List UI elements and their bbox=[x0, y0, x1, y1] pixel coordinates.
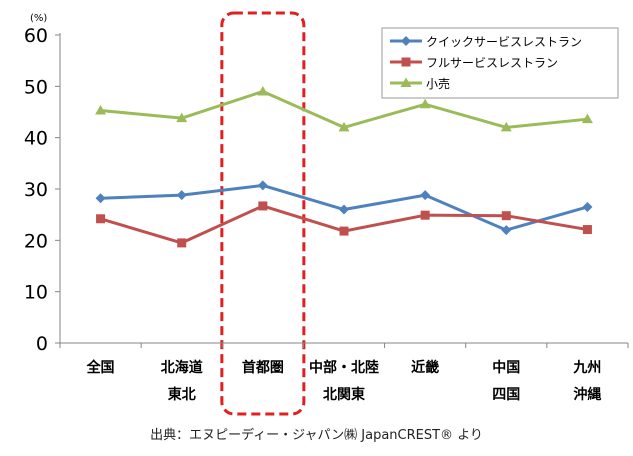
data-point-diamond bbox=[501, 225, 512, 236]
highlight-box bbox=[220, 11, 306, 416]
data-point-diamond bbox=[339, 204, 349, 215]
data-point-triangle bbox=[500, 121, 512, 132]
x-tick-label: 東北 bbox=[168, 386, 196, 403]
data-point-square bbox=[420, 210, 430, 220]
x-tick-label: 首都圏 bbox=[242, 359, 284, 376]
data-point-square bbox=[401, 57, 411, 67]
legend-label: クイックサービスレストラン bbox=[426, 35, 582, 49]
y-tick-label: 40 bbox=[24, 128, 48, 150]
data-point-square bbox=[501, 211, 511, 221]
x-tick-label: 全国 bbox=[86, 359, 115, 376]
x-tick-label: 北関東 bbox=[323, 386, 365, 403]
x-tick-label: 沖縄 bbox=[573, 386, 601, 403]
y-tick-label: 10 bbox=[24, 282, 48, 304]
data-point-triangle bbox=[581, 113, 593, 124]
y-tick-label: 0 bbox=[36, 333, 48, 355]
data-point-triangle bbox=[176, 112, 188, 123]
y-tick-label: 50 bbox=[24, 76, 48, 98]
y-tick-label: 30 bbox=[24, 179, 48, 201]
data-point-square bbox=[582, 225, 592, 235]
x-tick-label: 四国 bbox=[492, 387, 520, 403]
data-point-square bbox=[177, 238, 187, 248]
y-tick-label: 20 bbox=[24, 230, 48, 252]
data-point-square bbox=[339, 226, 349, 236]
data-point-diamond bbox=[257, 180, 268, 191]
data-point-triangle bbox=[338, 121, 350, 132]
x-tick-label: 中部・北陸 bbox=[309, 359, 379, 376]
data-point-diamond bbox=[95, 193, 106, 204]
data-point-diamond bbox=[420, 190, 431, 201]
x-tick-label: 近畿 bbox=[411, 359, 439, 376]
x-tick-label: 九州 bbox=[572, 360, 601, 376]
x-tick-label: 中国 bbox=[492, 359, 520, 376]
y-tick-label: 60 bbox=[24, 25, 48, 47]
data-point-square bbox=[258, 201, 268, 211]
data-point-square bbox=[96, 214, 106, 224]
data-point-triangle bbox=[257, 85, 269, 96]
data-point-triangle bbox=[400, 77, 412, 87]
data-point-diamond bbox=[582, 201, 593, 212]
y-unit-label: (%) bbox=[30, 13, 47, 24]
x-tick-label: 北海道 bbox=[161, 359, 203, 376]
data-point-triangle bbox=[95, 104, 107, 115]
source-caption: 出典：エヌピーディー・ジャパン㈱ JapanCREST® より bbox=[150, 428, 483, 443]
data-point-diamond bbox=[176, 190, 187, 201]
legend-label: 小売 bbox=[426, 76, 450, 91]
legend-label: フルサービスレストラン bbox=[426, 56, 558, 70]
data-point-diamond bbox=[401, 36, 411, 46]
data-point-triangle bbox=[419, 98, 431, 109]
